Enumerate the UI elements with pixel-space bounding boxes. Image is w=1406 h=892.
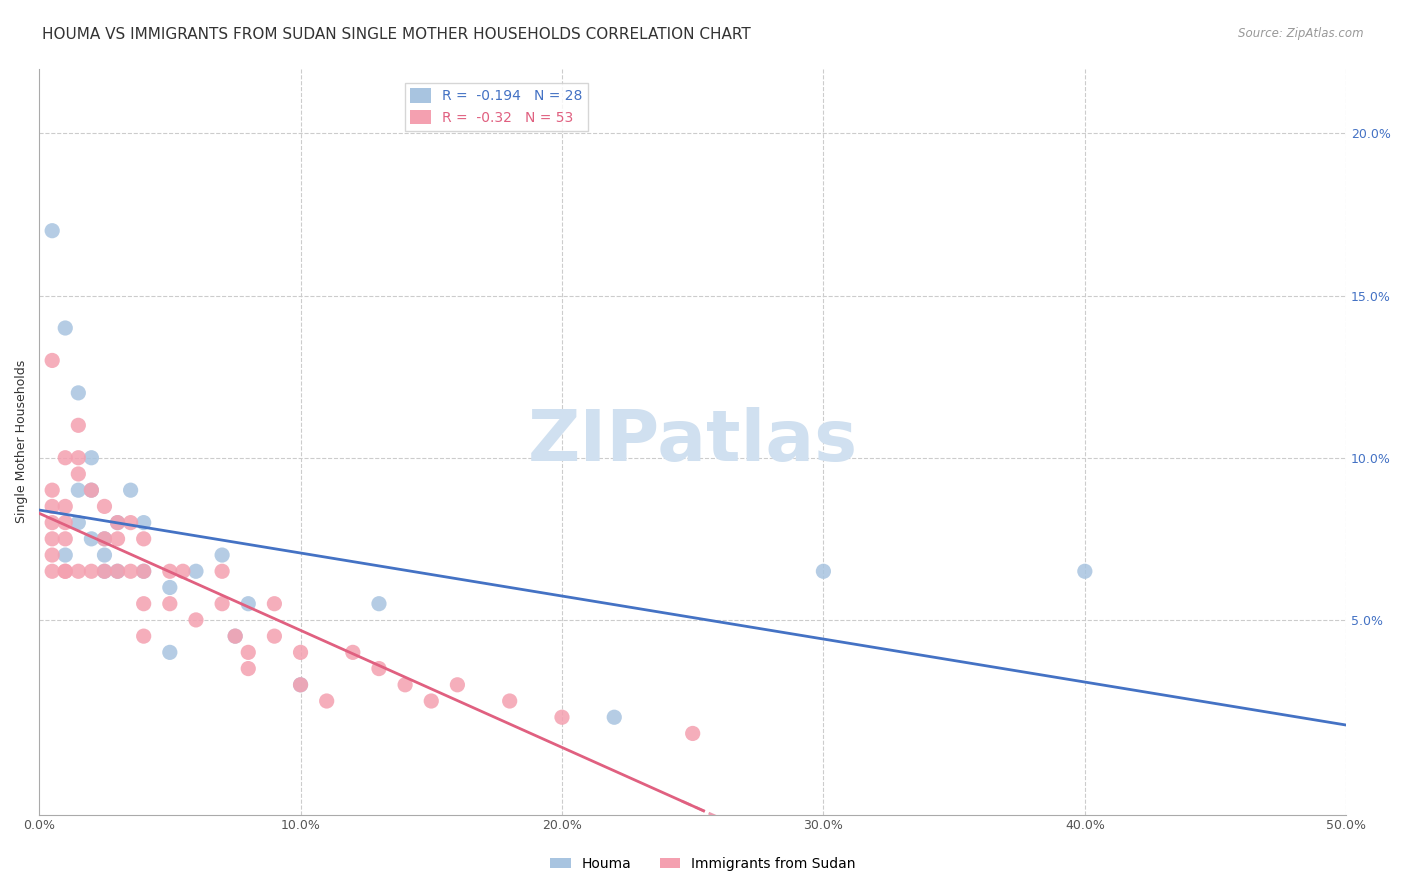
Point xyxy=(107,532,129,546)
Point xyxy=(80,483,103,498)
Point xyxy=(224,629,246,643)
Point xyxy=(132,532,155,546)
Point xyxy=(368,597,391,611)
Point xyxy=(67,418,90,433)
Y-axis label: Single Mother Households: Single Mother Households xyxy=(15,359,28,523)
Point xyxy=(290,678,312,692)
Point xyxy=(120,483,142,498)
Point xyxy=(93,532,115,546)
Point xyxy=(132,564,155,578)
Point xyxy=(551,710,574,724)
Point xyxy=(290,645,312,659)
Point xyxy=(80,450,103,465)
Point xyxy=(107,564,129,578)
Text: Source: ZipAtlas.com: Source: ZipAtlas.com xyxy=(1239,27,1364,40)
Point xyxy=(41,548,63,562)
Point xyxy=(263,597,285,611)
Point xyxy=(107,516,129,530)
Point xyxy=(80,564,103,578)
Point xyxy=(107,564,129,578)
Point xyxy=(41,353,63,368)
Point xyxy=(238,645,260,659)
Point xyxy=(211,564,233,578)
Point xyxy=(132,516,155,530)
Legend: Houma, Immigrants from Sudan: Houma, Immigrants from Sudan xyxy=(544,851,862,876)
Point xyxy=(53,548,76,562)
Point xyxy=(67,467,90,481)
Point xyxy=(93,548,115,562)
Point xyxy=(813,564,835,578)
Point xyxy=(53,564,76,578)
Point xyxy=(184,613,207,627)
Point xyxy=(93,500,115,514)
Point xyxy=(120,564,142,578)
Point xyxy=(184,564,207,578)
Point xyxy=(53,564,76,578)
Point xyxy=(53,321,76,335)
Point xyxy=(290,678,312,692)
Point xyxy=(107,516,129,530)
Point xyxy=(41,224,63,238)
Point xyxy=(342,645,364,659)
Point xyxy=(172,564,194,578)
Point xyxy=(315,694,337,708)
Point xyxy=(238,597,260,611)
Point xyxy=(1074,564,1097,578)
Point xyxy=(41,483,63,498)
Point xyxy=(41,516,63,530)
Legend: R =  -0.194   N = 28, R =  -0.32   N = 53: R = -0.194 N = 28, R = -0.32 N = 53 xyxy=(405,83,588,130)
Point xyxy=(41,532,63,546)
Point xyxy=(53,516,76,530)
Point xyxy=(67,516,90,530)
Point xyxy=(53,500,76,514)
Point xyxy=(211,548,233,562)
Point xyxy=(132,564,155,578)
Point xyxy=(132,629,155,643)
Point xyxy=(132,597,155,611)
Point xyxy=(238,662,260,676)
Point xyxy=(420,694,443,708)
Point xyxy=(446,678,468,692)
Point xyxy=(41,500,63,514)
Text: HOUMA VS IMMIGRANTS FROM SUDAN SINGLE MOTHER HOUSEHOLDS CORRELATION CHART: HOUMA VS IMMIGRANTS FROM SUDAN SINGLE MO… xyxy=(42,27,751,42)
Point xyxy=(53,532,76,546)
Point xyxy=(159,564,181,578)
Point xyxy=(224,629,246,643)
Point xyxy=(93,532,115,546)
Point xyxy=(159,581,181,595)
Point xyxy=(93,564,115,578)
Point xyxy=(93,564,115,578)
Point xyxy=(80,532,103,546)
Point xyxy=(67,483,90,498)
Point xyxy=(67,385,90,400)
Point xyxy=(159,597,181,611)
Point xyxy=(120,516,142,530)
Point xyxy=(159,645,181,659)
Point xyxy=(499,694,522,708)
Text: ZIPatlas: ZIPatlas xyxy=(527,407,858,476)
Point xyxy=(67,564,90,578)
Point xyxy=(53,450,76,465)
Point xyxy=(263,629,285,643)
Point xyxy=(80,483,103,498)
Point xyxy=(603,710,626,724)
Point xyxy=(394,678,416,692)
Point xyxy=(67,450,90,465)
Point xyxy=(682,726,704,740)
Point xyxy=(368,662,391,676)
Point xyxy=(211,597,233,611)
Point xyxy=(41,564,63,578)
